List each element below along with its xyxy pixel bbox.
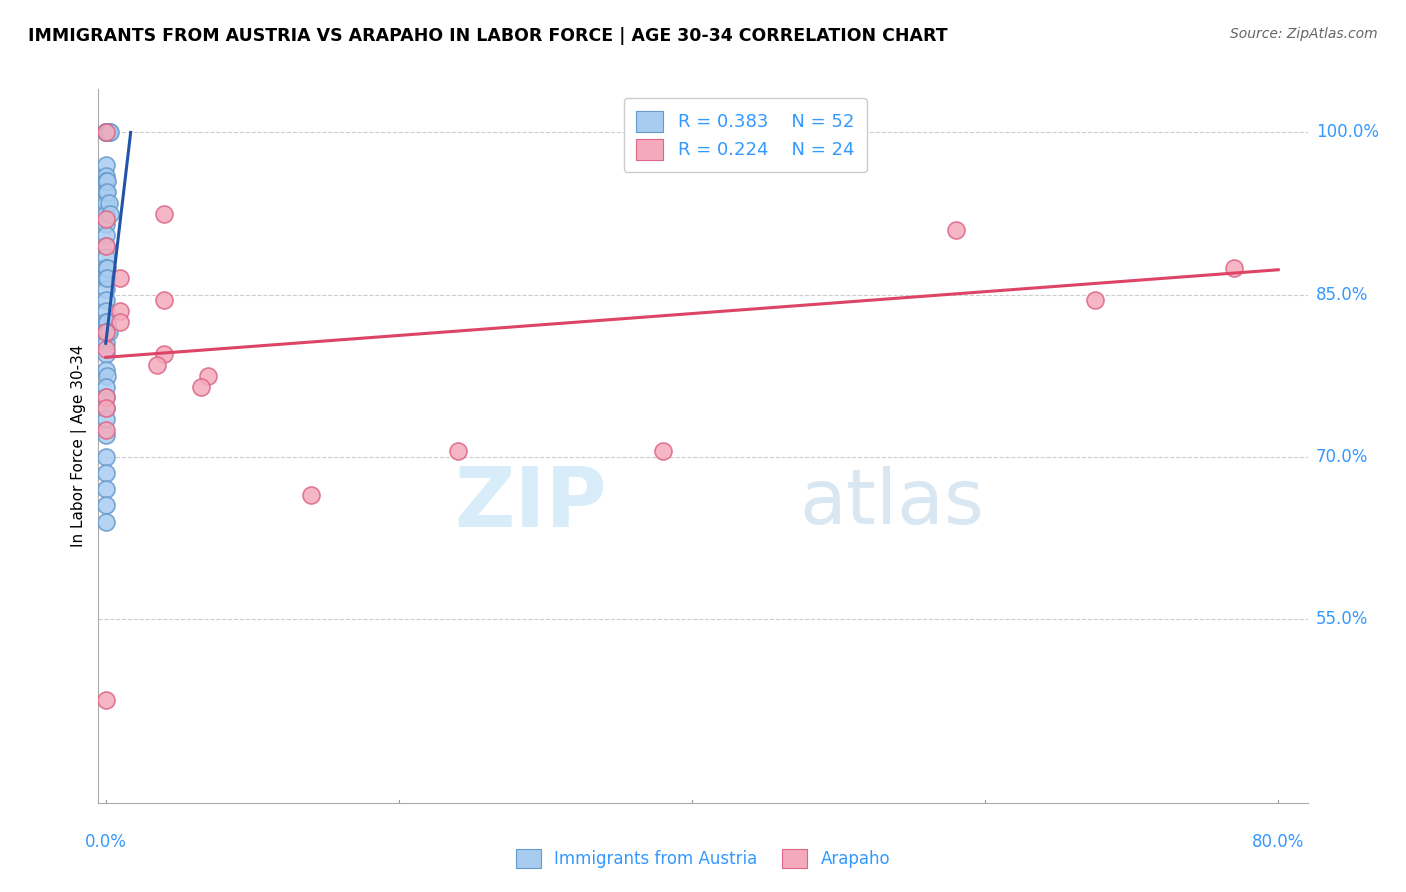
Point xyxy=(94,450,117,464)
Point xyxy=(98,206,121,220)
Point xyxy=(94,282,117,296)
Point xyxy=(94,174,117,188)
Point xyxy=(96,260,118,275)
Point xyxy=(197,368,219,383)
Point xyxy=(94,228,117,243)
Point xyxy=(94,125,117,139)
Text: 100.0%: 100.0% xyxy=(1316,123,1379,142)
Point xyxy=(94,515,117,529)
Point xyxy=(1084,293,1107,307)
Point xyxy=(94,466,117,480)
Point xyxy=(94,303,117,318)
Point xyxy=(94,185,117,199)
Point xyxy=(96,125,118,139)
Text: Source: ZipAtlas.com: Source: ZipAtlas.com xyxy=(1230,27,1378,41)
Text: atlas: atlas xyxy=(800,467,984,540)
Point xyxy=(94,347,117,361)
Point xyxy=(945,223,967,237)
Point xyxy=(94,336,117,351)
Point xyxy=(96,326,118,340)
Point xyxy=(96,185,118,199)
Point xyxy=(146,358,169,372)
Point xyxy=(94,412,117,426)
Point xyxy=(94,499,117,513)
Point xyxy=(94,206,117,220)
Point xyxy=(94,271,117,285)
Text: 70.0%: 70.0% xyxy=(1316,448,1368,466)
Point xyxy=(96,125,118,139)
Legend: R = 0.383    N = 52, R = 0.224    N = 24: R = 0.383 N = 52, R = 0.224 N = 24 xyxy=(624,98,868,172)
Point xyxy=(94,125,117,139)
Point xyxy=(153,347,176,361)
Point xyxy=(94,401,117,416)
Point xyxy=(190,379,212,393)
Point xyxy=(94,390,117,404)
Point xyxy=(94,239,117,253)
Point xyxy=(94,239,117,253)
Point xyxy=(94,211,117,226)
Point xyxy=(94,260,117,275)
Point xyxy=(1223,260,1246,275)
Point xyxy=(97,125,120,139)
Point xyxy=(94,293,117,307)
Point xyxy=(94,342,117,356)
Point xyxy=(110,315,132,329)
Point xyxy=(110,271,132,285)
Legend: Immigrants from Austria, Arapaho: Immigrants from Austria, Arapaho xyxy=(509,842,897,875)
Point xyxy=(651,444,673,458)
Point xyxy=(94,326,117,340)
Point xyxy=(94,125,117,139)
Point xyxy=(94,315,117,329)
Point xyxy=(98,125,121,139)
Point xyxy=(94,125,117,139)
Point xyxy=(94,482,117,496)
Point xyxy=(94,363,117,377)
Text: 80.0%: 80.0% xyxy=(1253,833,1305,851)
Point xyxy=(94,195,117,210)
Point xyxy=(94,125,117,139)
Point xyxy=(96,174,118,188)
Point xyxy=(94,390,117,404)
Point xyxy=(94,218,117,232)
Point xyxy=(94,125,117,139)
Point xyxy=(97,125,120,139)
Point xyxy=(153,293,176,307)
Point xyxy=(110,303,132,318)
Point xyxy=(96,368,118,383)
Point xyxy=(94,326,117,340)
Point xyxy=(94,250,117,264)
Text: ZIP: ZIP xyxy=(454,463,606,543)
Point xyxy=(94,169,117,183)
Point xyxy=(97,195,120,210)
Text: IMMIGRANTS FROM AUSTRIA VS ARAPAHO IN LABOR FORCE | AGE 30-34 CORRELATION CHART: IMMIGRANTS FROM AUSTRIA VS ARAPAHO IN LA… xyxy=(28,27,948,45)
Point xyxy=(96,315,118,329)
Point xyxy=(97,326,120,340)
Point xyxy=(153,206,176,220)
Text: 85.0%: 85.0% xyxy=(1316,285,1368,303)
Point xyxy=(94,125,117,139)
Text: 0.0%: 0.0% xyxy=(84,833,127,851)
Point xyxy=(446,444,468,458)
Point xyxy=(299,488,322,502)
Y-axis label: In Labor Force | Age 30-34: In Labor Force | Age 30-34 xyxy=(72,344,87,548)
Point xyxy=(94,423,117,437)
Point xyxy=(94,125,117,139)
Point xyxy=(94,693,117,707)
Point xyxy=(94,158,117,172)
Point xyxy=(94,428,117,442)
Point xyxy=(96,271,118,285)
Text: 55.0%: 55.0% xyxy=(1316,610,1368,628)
Point xyxy=(94,379,117,393)
Point xyxy=(94,401,117,416)
